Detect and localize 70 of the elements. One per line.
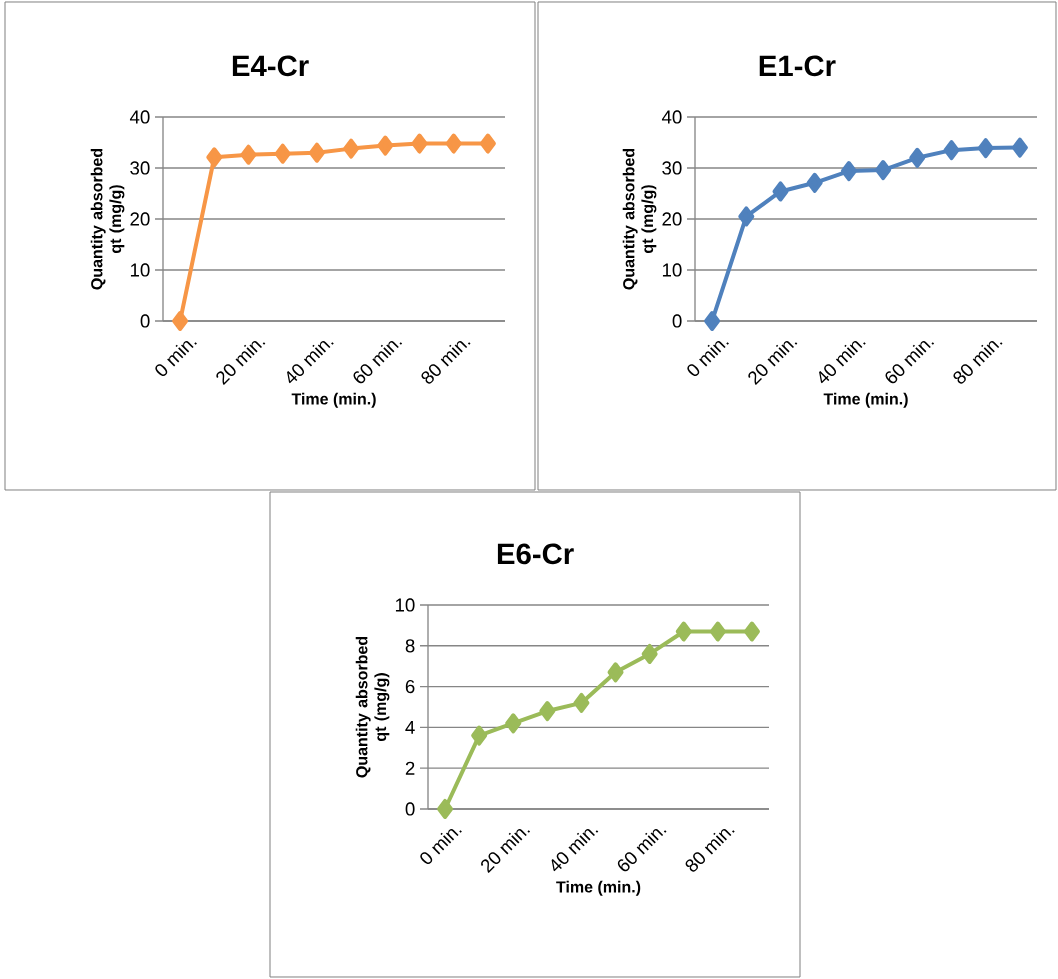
point (505, 713, 522, 734)
point (240, 144, 257, 165)
y-tick-label: 0 (672, 314, 682, 328)
point (675, 621, 692, 642)
x-tick-label: 0 min. (687, 340, 729, 377)
point (704, 310, 721, 331)
point (875, 160, 892, 181)
point (471, 725, 488, 746)
y-tick-label: 20 (130, 212, 150, 226)
point (738, 206, 755, 227)
y-axis-title: Quantity absorbed qt (mg/g) (90, 148, 125, 290)
point (445, 133, 462, 154)
x-tick-label: 0 min. (420, 828, 462, 865)
y-tick-label: 40 (129, 110, 150, 124)
x-tick-label: 60 min. (353, 340, 403, 384)
y-tick-label: 10 (662, 263, 682, 277)
point (909, 147, 926, 168)
x-tick-label: 80 min. (685, 828, 735, 872)
x-axis-title: Time (min.) (556, 880, 641, 896)
point (411, 133, 428, 154)
x-tick-label: 40 min. (819, 340, 866, 384)
point (539, 701, 556, 722)
x-axis-title: Time (min.) (823, 392, 908, 408)
point (479, 133, 496, 154)
x-tick-label: 0 min. (155, 340, 197, 377)
y-tick-label: 30 (662, 161, 682, 175)
y-tick-label: 10 (130, 263, 150, 277)
x-tick-label: 80 min. (953, 340, 1003, 384)
x-tick-label: 40 min. (551, 828, 599, 872)
point (377, 135, 394, 156)
y-tick-label: 4 (405, 720, 415, 734)
chart-title: E4-Cr (232, 55, 309, 77)
point (772, 181, 789, 202)
point (172, 310, 189, 331)
y-tick-label: 10 (395, 598, 415, 612)
point (840, 161, 857, 182)
y-axis-title: Quantity absorbed qt (mg/g) (622, 148, 657, 290)
point (573, 692, 590, 713)
point (308, 142, 325, 163)
y-tick-label: 0 (140, 314, 150, 328)
point (743, 621, 760, 642)
y-tick-label: 40 (661, 110, 682, 124)
chart-title: E1-Cr (759, 55, 836, 77)
point (206, 147, 223, 168)
point (943, 140, 960, 161)
y-tick-label: 0 (405, 802, 415, 816)
x-tick-label: 40 min. (287, 340, 334, 384)
point (641, 643, 658, 664)
point (709, 621, 726, 642)
chart-title: E6-Cr (497, 543, 574, 565)
x-tick-label: 20 min. (216, 340, 266, 385)
point (806, 172, 823, 193)
point (607, 662, 624, 683)
point (1011, 137, 1028, 158)
point (977, 138, 994, 159)
y-tick-label: 30 (130, 161, 150, 175)
point (343, 138, 360, 159)
x-tick-label: 60 min. (885, 340, 935, 384)
y-tick-label: 8 (405, 639, 415, 653)
x-tick-label: 60 min. (617, 828, 667, 872)
x-axis-title: Time (min.) (291, 392, 376, 408)
y-tick-label: 6 (405, 679, 415, 694)
y-tick-label: 2 (405, 761, 415, 775)
point (274, 143, 291, 164)
x-tick-label: 20 min. (748, 340, 798, 385)
point (437, 798, 454, 819)
x-tick-label: 80 min. (421, 340, 471, 384)
y-tick-label: 20 (662, 212, 682, 226)
y-axis-title: Quantity absorbed qt (mg/g) (355, 636, 390, 778)
x-tick-label: 20 min. (481, 828, 531, 873)
